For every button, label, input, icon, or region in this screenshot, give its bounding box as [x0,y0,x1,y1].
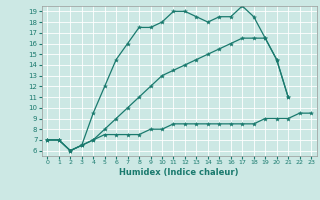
X-axis label: Humidex (Indice chaleur): Humidex (Indice chaleur) [119,168,239,177]
